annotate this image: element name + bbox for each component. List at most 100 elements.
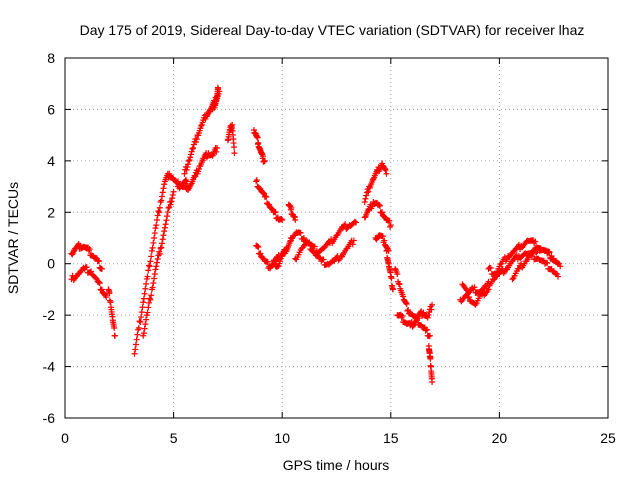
data-point bbox=[555, 273, 562, 280]
data-point-interp bbox=[552, 270, 559, 277]
data-point bbox=[515, 265, 522, 272]
data-point-interp bbox=[403, 299, 410, 306]
data-point bbox=[181, 170, 188, 177]
data-point-interp bbox=[147, 258, 154, 265]
data-point-interp bbox=[544, 259, 551, 266]
data-point-interp bbox=[143, 316, 150, 323]
data-point bbox=[353, 219, 360, 226]
data-point-interp bbox=[151, 230, 158, 237]
data-point bbox=[144, 309, 151, 316]
data-point bbox=[161, 224, 168, 231]
data-point-interp bbox=[159, 193, 166, 200]
data-point bbox=[424, 314, 431, 321]
data-point bbox=[214, 145, 221, 151]
data-point-interp bbox=[153, 259, 160, 266]
data-point-interp bbox=[106, 290, 113, 297]
data-point bbox=[153, 222, 160, 229]
data-point-interp bbox=[189, 145, 196, 152]
data-point-interp bbox=[388, 275, 395, 282]
data-point-interp bbox=[487, 265, 494, 271]
data-point-interp bbox=[150, 280, 157, 286]
data-point-interp bbox=[310, 249, 317, 256]
data-point-interp bbox=[156, 209, 163, 216]
data-point-interp bbox=[382, 166, 389, 172]
data-point-interp bbox=[156, 250, 163, 257]
data-point-interp bbox=[187, 151, 194, 158]
data-point-interp bbox=[138, 314, 145, 321]
data-point-interp bbox=[363, 192, 370, 199]
data-point-interp bbox=[395, 280, 402, 287]
data-point-interp bbox=[151, 275, 158, 282]
data-point-interp bbox=[183, 166, 190, 173]
y-tick-label: -2 bbox=[43, 307, 56, 323]
data-point-interp bbox=[148, 292, 155, 299]
data-point-interp bbox=[316, 254, 323, 261]
data-point-interp bbox=[161, 181, 168, 188]
data-point bbox=[231, 150, 238, 157]
data-point-interp bbox=[133, 336, 140, 343]
data-point-interp bbox=[263, 193, 270, 200]
data-point-interp bbox=[193, 139, 200, 145]
data-point-interp bbox=[158, 244, 165, 251]
x-tick-label: 10 bbox=[274, 430, 290, 446]
data-point bbox=[144, 273, 151, 280]
data-point-interp bbox=[365, 188, 372, 195]
data-point-interp bbox=[167, 201, 174, 208]
grid bbox=[65, 58, 608, 418]
data-point-interp bbox=[134, 331, 141, 338]
data-point-interp bbox=[141, 325, 148, 332]
data-point bbox=[396, 281, 403, 288]
data-point bbox=[429, 379, 436, 385]
data-point-interp bbox=[151, 235, 158, 241]
data-point-interp bbox=[425, 311, 432, 318]
data-point-interp bbox=[92, 274, 99, 281]
data-point bbox=[261, 157, 268, 164]
data-point-interp bbox=[145, 262, 152, 269]
data-point bbox=[509, 276, 516, 283]
data-point-interp bbox=[158, 197, 165, 204]
data-series bbox=[68, 84, 564, 385]
data-point-interp bbox=[271, 257, 278, 264]
data-point-interp bbox=[137, 319, 144, 325]
data-point-interp bbox=[297, 229, 304, 236]
data-point bbox=[190, 145, 197, 151]
data-point bbox=[300, 235, 307, 241]
data-point-interp bbox=[254, 243, 261, 250]
data-point bbox=[148, 247, 155, 254]
data-point-interp bbox=[93, 275, 100, 282]
data-point-interp bbox=[111, 325, 118, 331]
data-point-interp bbox=[168, 198, 175, 205]
data-point-interp bbox=[136, 318, 143, 325]
data-point bbox=[381, 237, 388, 244]
data-point bbox=[305, 240, 312, 247]
data-point-interp bbox=[184, 164, 191, 171]
data-point-interp bbox=[161, 228, 168, 235]
data-point-interp bbox=[379, 233, 386, 240]
data-point-interp bbox=[306, 239, 313, 246]
data-point bbox=[426, 332, 433, 339]
data-point-interp bbox=[159, 236, 166, 243]
axes: 0 5 10 15 20 25 -6 -4 -2 0 2 4 6 8 bbox=[43, 50, 616, 446]
data-point-interp bbox=[376, 202, 383, 209]
data-point bbox=[548, 253, 555, 259]
data-point bbox=[429, 301, 436, 308]
data-point bbox=[485, 286, 492, 293]
y-tick-label: 2 bbox=[47, 204, 55, 220]
data-point-interp bbox=[403, 301, 410, 307]
data-point-interp bbox=[146, 263, 153, 270]
data-point-interp bbox=[424, 326, 430, 333]
x-tick-label: 0 bbox=[61, 430, 69, 446]
data-point-interp bbox=[386, 217, 393, 224]
data-point-interp bbox=[262, 193, 269, 200]
data-point-interp bbox=[147, 296, 154, 303]
data-point bbox=[185, 157, 192, 164]
y-tick-label: 8 bbox=[47, 50, 55, 66]
data-point-interp bbox=[162, 221, 169, 228]
y-tick-label: 6 bbox=[47, 101, 55, 117]
data-point-interp bbox=[148, 253, 155, 260]
data-point-interp bbox=[169, 191, 176, 198]
data-point-interp bbox=[138, 309, 145, 316]
data-point bbox=[88, 268, 95, 275]
data-point-interp bbox=[139, 304, 146, 311]
